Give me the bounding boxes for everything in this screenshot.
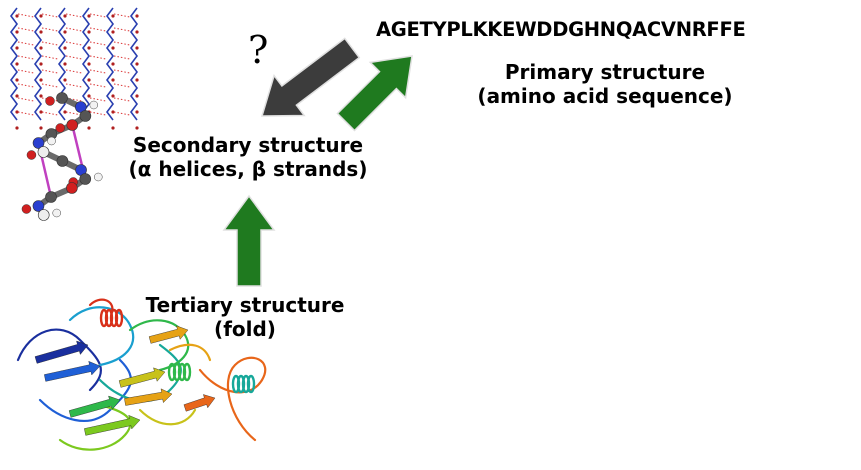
primary-structure-subtitle: (amino acid sequence) [477,84,733,108]
beta-sheet-lattice [10,7,139,130]
primary-structure-title: Primary structure [504,60,706,84]
alpha-helix-model [21,92,103,221]
primary-structure-label: Primary structure (amino acid sequence) [440,60,770,108]
green-up-arrow-icon [222,194,276,287]
secondary-structure-subtitle: (α helices, β strands) [128,157,368,181]
green-diagonal-arrow-icon [336,55,413,132]
tertiary-structure-title: Tertiary structure [145,293,345,317]
secondary-structure-title: Secondary structure [132,133,364,157]
question-mark: ? [248,28,269,72]
gray-diagonal-arrow-icon [260,37,361,117]
beta-sheet-helix-icon [10,7,139,221]
protein-ribbon-fold-icon [16,298,267,451]
tertiary-structure-subtitle: (fold) [214,317,276,341]
amino-acid-sequence: AGETYPLKKEWDDGHNQACVNRFFE [376,18,746,41]
secondary-structure-label: Secondary structure (α helices, β strand… [112,133,384,181]
tertiary-structure-label: Tertiary structure (fold) [120,293,370,341]
